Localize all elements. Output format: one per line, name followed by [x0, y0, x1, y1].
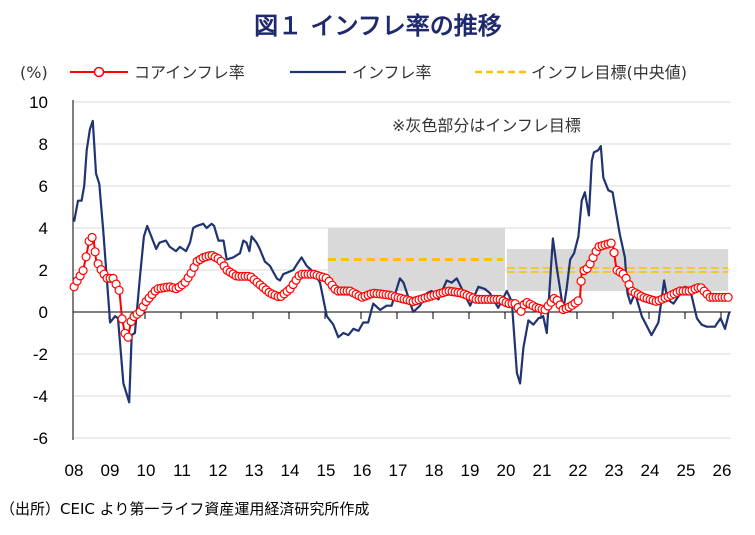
chart-title: 図１ インフレ率の推移	[254, 12, 502, 40]
y-tick-label: -6	[33, 429, 48, 448]
core-inflation-marker	[723, 292, 733, 302]
y-tick-label: -4	[33, 387, 48, 406]
x-tick-label: 26	[713, 461, 732, 480]
x-tick-label: 11	[173, 461, 191, 480]
x-tick-label: 12	[209, 461, 228, 480]
headline-inflation-line	[73, 119, 731, 404]
core-inflation-marker	[573, 296, 583, 306]
y-tick-label: -2	[33, 345, 48, 364]
core-inflation-marker	[78, 265, 88, 276]
x-tick-label: 16	[353, 461, 372, 480]
x-tick-label: 21	[533, 461, 552, 480]
x-axis-labels: 08 09 10 11 12 13 14 15 16 17 18 19 20 21 22 23 24 25 26	[65, 461, 732, 480]
gridlines	[73, 101, 731, 439]
source-note: （出所）CEIC より第一ライフ資産運用経済研究所作成	[0, 500, 369, 518]
x-tick-label: 25	[677, 461, 696, 480]
legend-target-label: インフレ目標(中央値)	[531, 63, 687, 82]
core-inflation-marker	[114, 285, 124, 295]
x-tick-label: 22	[569, 461, 588, 480]
y-tick-label: 10	[29, 93, 48, 112]
x-tick-label: 17	[389, 461, 408, 480]
y-tick-label: 0	[39, 303, 48, 322]
x-tick-label: 15	[317, 461, 336, 480]
x-tick-label: 09	[101, 461, 120, 480]
core-inflation-marker	[609, 248, 619, 258]
x-tick-label: 14	[281, 461, 300, 480]
x-tick-label: 20	[497, 461, 516, 480]
x-tick-label: 23	[605, 461, 624, 480]
core-inflation-marker	[87, 232, 97, 243]
legend: (%) コアインフレ率 インフレ率 インフレ目標(中央値)	[20, 63, 687, 82]
y-tick-label: 6	[39, 177, 48, 196]
x-tick-label: 19	[461, 461, 480, 480]
x-tick-label: 24	[641, 461, 660, 480]
series-lines	[69, 119, 733, 404]
legend-core-marker	[93, 66, 105, 78]
core-inflation-marker	[576, 276, 586, 286]
core-inflation-marker	[81, 252, 91, 262]
band-annotation: ※灰色部分はインフレ目標	[392, 116, 581, 135]
x-tick-label: 10	[137, 461, 156, 480]
y-tick-label: 4	[39, 219, 48, 238]
y-tick-label: 8	[39, 135, 48, 154]
legend-core-label: コアインフレ率	[134, 63, 245, 82]
target-bands	[327, 228, 729, 291]
x-tick-label: 08	[65, 461, 84, 480]
y-axis-labels: 10 8 6 4 2 0 -2 -4 -6	[29, 93, 48, 448]
x-tick-label: 13	[245, 461, 264, 480]
core-inflation-marker	[90, 247, 100, 257]
y-axis-unit: (%)	[20, 63, 48, 82]
core-inflation-marker	[123, 332, 133, 342]
legend-headline-label: インフレ率	[352, 63, 432, 82]
core-inflation-marker	[606, 238, 616, 248]
core-inflation-marker	[117, 314, 127, 324]
x-tick-label: 18	[425, 461, 444, 480]
y-tick-label: 2	[39, 261, 48, 280]
